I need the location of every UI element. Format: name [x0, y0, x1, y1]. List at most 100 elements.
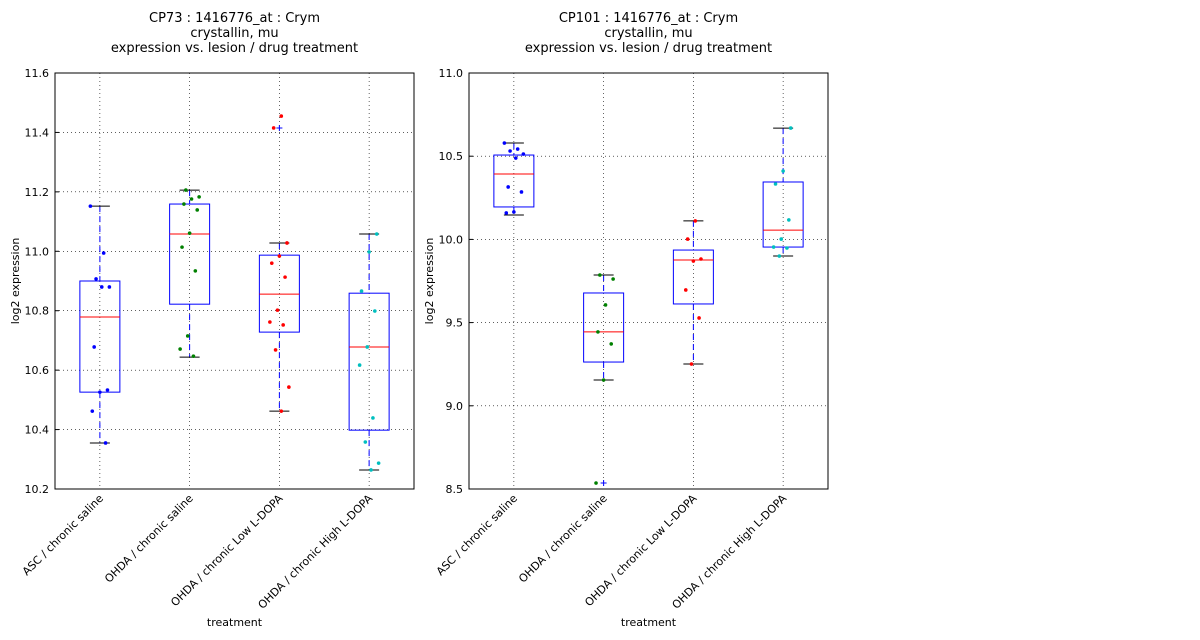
data-point [180, 245, 184, 249]
data-point [787, 218, 791, 222]
data-point [279, 409, 284, 413]
data-point [197, 195, 201, 199]
y-axis-label: log2 expression [423, 238, 436, 325]
data-point [103, 441, 108, 445]
data-point [193, 269, 198, 273]
x-tick-label: ASC / chronic saline [434, 492, 520, 578]
data-point [601, 378, 606, 382]
data-point [611, 277, 615, 281]
data-point [685, 237, 690, 241]
box [672, 249, 714, 305]
y-tick-label: 10.6 [25, 364, 50, 377]
data-point [101, 251, 106, 255]
data-point [513, 156, 518, 160]
chart-title: expression vs. lesion / drug treatment [111, 41, 358, 56]
y-tick-label: 11.2 [25, 186, 50, 199]
outlier [600, 480, 607, 487]
y-tick-label: 9.0 [446, 400, 464, 413]
data-point [519, 190, 524, 194]
data-point [189, 197, 194, 201]
data-point [359, 289, 364, 293]
axes-frame [468, 72, 829, 490]
data-point [594, 481, 598, 485]
data-point [269, 261, 274, 265]
data-point [371, 416, 375, 420]
data-point [281, 323, 285, 327]
data-point [369, 468, 373, 472]
data-point [275, 308, 280, 312]
data-point [287, 385, 291, 389]
data-point [691, 259, 696, 263]
data-point [182, 202, 186, 206]
chart-title: crystallin, mu [604, 26, 692, 41]
data-point [184, 188, 188, 192]
box [583, 292, 625, 363]
data-point [178, 347, 182, 351]
data-point [506, 185, 510, 189]
y-tick-label: 10.5 [439, 150, 464, 163]
outlier [276, 124, 283, 131]
data-point [107, 285, 112, 289]
data-point [98, 390, 102, 394]
box [348, 292, 390, 431]
data-point [365, 345, 370, 349]
data-point [609, 342, 614, 346]
data-point [697, 316, 701, 320]
data-point [508, 149, 512, 153]
data-point [376, 461, 381, 465]
data-point [521, 152, 526, 156]
data-point [683, 288, 688, 292]
axes-frame [54, 72, 415, 490]
y-tick-label: 11.6 [25, 67, 50, 80]
data-point [285, 241, 289, 245]
y-axis-label: log2 expression [9, 238, 22, 325]
data-point [502, 141, 507, 145]
x-tick-label: OHDA / chronic saline [102, 492, 196, 586]
box [762, 181, 804, 248]
data-point [785, 246, 789, 250]
data-point [195, 208, 200, 212]
data-point [88, 204, 93, 208]
chart-title: CP73 : 1416776_at : Crym [149, 11, 320, 26]
y-tick-label: 10.4 [25, 424, 50, 437]
x-tick-label: OHDA / chronic saline [516, 492, 610, 586]
x-axis-label: treatment [207, 616, 263, 629]
chart-title: CP101 : 1416776_at : Crym [559, 11, 738, 26]
data-point [268, 320, 272, 324]
data-point [185, 334, 190, 338]
data-point [689, 362, 694, 366]
data-point [596, 330, 600, 334]
y-tick-label: 11.0 [439, 67, 464, 80]
data-point [788, 126, 793, 130]
data-point [504, 211, 509, 215]
data-point [191, 354, 196, 358]
y-tick-label: 10.8 [25, 305, 50, 318]
data-point [367, 250, 371, 254]
y-tick-label: 9.5 [446, 317, 464, 330]
data-point [693, 219, 698, 223]
data-point [187, 231, 192, 235]
plot-area [469, 73, 828, 489]
data-point [779, 237, 784, 241]
data-point [277, 254, 282, 258]
data-point [373, 309, 377, 313]
data-point [515, 147, 520, 151]
data-point [94, 277, 98, 281]
data-point [92, 345, 96, 349]
box [493, 154, 535, 208]
data-point [279, 114, 284, 118]
box [169, 203, 211, 305]
y-tick-label: 11.0 [25, 245, 50, 258]
x-tick-label: ASC / chronic saline [20, 492, 106, 578]
data-point [603, 303, 608, 307]
data-point [777, 254, 782, 258]
data-point [512, 210, 516, 214]
chart-title: crystallin, mu [190, 26, 278, 41]
data-point [90, 409, 95, 413]
data-point [105, 388, 110, 392]
y-tick-label: 8.5 [446, 483, 464, 496]
y-tick-label: 10.2 [25, 483, 50, 496]
data-point [271, 126, 276, 130]
y-tick-label: 11.4 [25, 126, 50, 139]
